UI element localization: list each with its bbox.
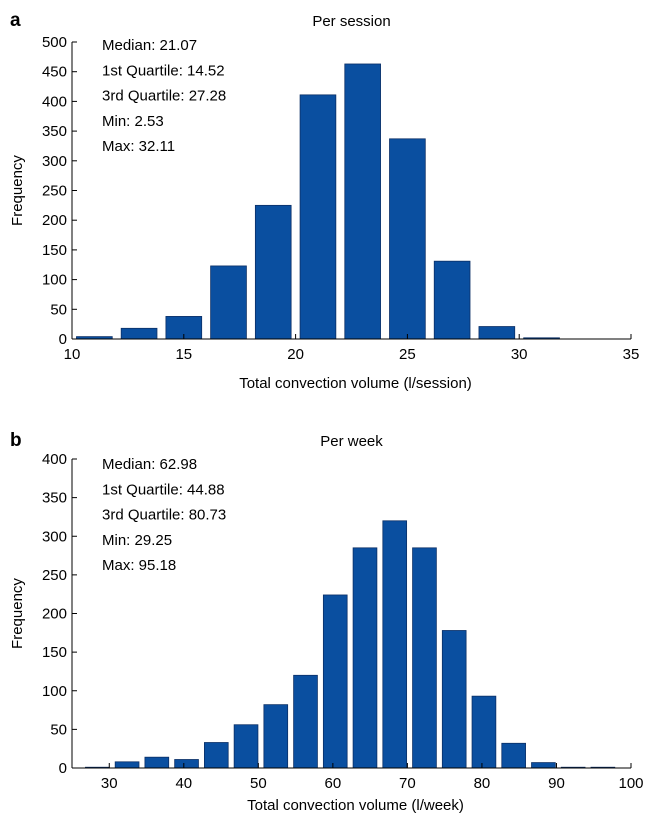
bar [254,204,292,340]
stats-annotation: 3rd Quartile: 80.73 [102,507,226,524]
y-tick-label: 200 [42,606,67,623]
stats-annotation: Max: 32.11 [102,138,175,155]
y-tick-label: 50 [50,721,67,738]
stats-annotation: Max: 95.18 [102,557,176,574]
y-tick-label: 450 [42,64,67,81]
y-tick-label: 100 [42,683,67,700]
bar [120,327,158,340]
stats-annotation: Median: 21.07 [102,37,197,54]
y-tick-label: 250 [42,183,67,200]
y-tick-label: 500 [42,34,67,51]
chart-title: Per session [312,13,390,30]
bar [389,138,426,340]
y-tick-label: 250 [42,567,67,584]
x-tick-label: 100 [618,775,643,792]
y-tick-label: 50 [50,301,67,318]
y-axis-label: Frequency [9,155,26,226]
bar [322,594,348,769]
bar [471,695,497,769]
x-tick-label: 90 [548,775,565,792]
chart-title: Per week [320,433,383,450]
bar [352,547,378,769]
stats-annotation: Min: 29.25 [102,532,172,549]
panel-letter: a [10,10,21,31]
bar [478,326,516,340]
x-tick-label: 10 [64,346,81,363]
bar [344,63,381,340]
y-tick-label: 200 [42,212,67,229]
x-tick-label: 30 [511,346,528,363]
bar [204,742,229,769]
bar [233,724,259,769]
x-tick-label: 70 [399,775,416,792]
x-tick-label: 20 [287,346,304,363]
y-tick-label: 400 [42,93,67,110]
x-tick-label: 60 [325,775,342,792]
bar [299,94,337,340]
x-axis-label: Total convection volume (l/week) [247,797,464,814]
y-tick-label: 300 [42,528,67,545]
x-tick-label: 25 [399,346,416,363]
y-tick-label: 400 [42,451,67,468]
x-tick-label: 30 [101,775,118,792]
bar [144,756,170,769]
stats-annotation: Median: 62.98 [102,456,197,473]
bar [114,761,140,769]
bar [501,742,526,769]
bar [174,759,199,769]
y-tick-label: 350 [42,490,67,507]
panel-letter: b [10,430,22,451]
bar [263,704,289,769]
stats-annotation: 1st Quartile: 44.88 [102,481,225,498]
bar [412,547,437,769]
stats-annotation: 3rd Quartile: 27.28 [102,88,226,105]
stats-annotation: 1st Quartile: 14.52 [102,62,225,79]
x-tick-label: 80 [474,775,491,792]
y-axis-label: Frequency [9,578,26,649]
chart-panel-b: b Per week 30 40 50 60 70 80 90 100 0 50 100 150 200 25… [9,430,644,814]
x-tick-label: 40 [175,775,192,792]
bar [531,762,556,769]
y-tick-label: 150 [42,242,67,259]
x-tick-label: 50 [250,775,267,792]
x-tick-label: 15 [175,346,192,363]
x-axis-label: Total convection volume (l/session) [239,375,472,392]
y-tick-label: 0 [59,331,67,348]
y-tick-label: 350 [42,123,67,140]
bar [382,520,408,769]
y-tick-label: 300 [42,153,67,170]
bar [441,630,467,769]
y-tick-label: 0 [59,760,67,777]
bar [210,265,247,340]
x-tick-label: 35 [623,346,640,363]
stats-annotation: Min: 2.53 [102,113,164,130]
y-tick-label: 100 [42,272,67,289]
bar [293,674,318,769]
y-tick-label: 150 [42,644,67,661]
bar [433,260,471,340]
